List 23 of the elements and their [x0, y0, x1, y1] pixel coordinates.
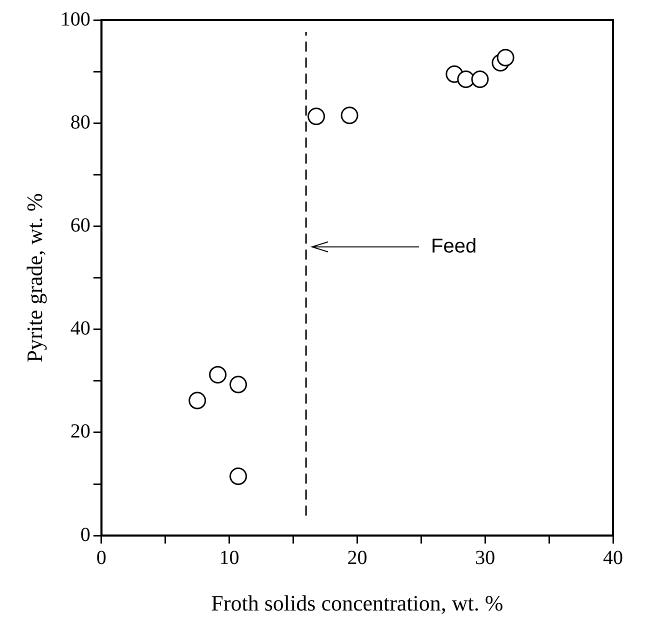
point [230, 468, 248, 486]
point [457, 70, 475, 88]
x-tick-label: 10 [219, 546, 240, 569]
point [471, 70, 489, 88]
y-axis-title: Pyrite grade, wt. % [22, 193, 47, 362]
point [308, 108, 326, 126]
x-axis-title: Froth solids concentration, wt. % [211, 590, 504, 616]
point [340, 106, 358, 124]
x-tick-label: 40 [603, 546, 623, 569]
ref-line-label: Feed [431, 235, 477, 258]
y-tick-label: 40 [70, 318, 90, 340]
point [188, 392, 206, 410]
x-tick-label: 0 [96, 546, 106, 569]
y-tick-label: 100 [60, 8, 90, 30]
point [496, 48, 514, 66]
y-tick-label: 80 [70, 111, 90, 134]
x-tick-label: 30 [475, 546, 496, 569]
y-tick-label: 60 [70, 214, 90, 236]
x-tick-label: 20 [347, 546, 368, 569]
point [209, 366, 227, 384]
y-tick-label: 20 [70, 420, 90, 443]
y-tick-label: 0 [80, 524, 90, 546]
point [230, 376, 248, 394]
